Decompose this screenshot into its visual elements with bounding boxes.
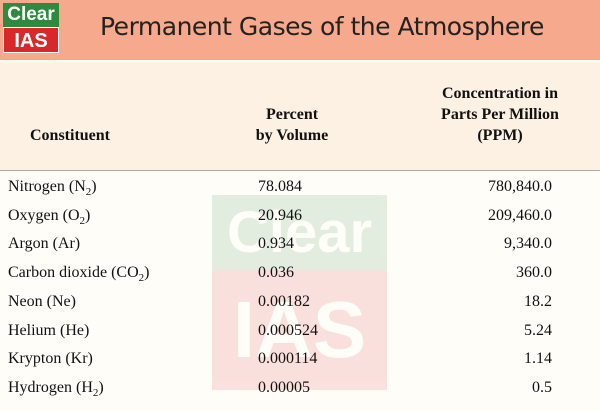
header-line: by Volume	[255, 127, 329, 144]
logo-bottom: IAS	[3, 27, 59, 53]
ppm: 0.5	[532, 378, 552, 396]
constituent: Argon (Ar)	[8, 235, 80, 253]
column-header: Constituent	[0, 125, 170, 146]
watermark-top: Clear	[212, 195, 387, 270]
constituent: Neon (Ne)	[8, 293, 76, 311]
name-text: Oxygen (O	[8, 206, 80, 224]
name-text: Helium (He)	[8, 321, 90, 339]
ppm: 5.24	[524, 321, 552, 339]
subscript: 2	[79, 214, 86, 227]
name-text: )	[85, 206, 91, 224]
name-text: Hydrogen (H	[8, 378, 93, 396]
constituent: Hydrogen (H2)	[8, 379, 104, 399]
name-text: )	[98, 378, 104, 396]
percent: 78.084	[258, 178, 302, 195]
logo-top: Clear	[3, 3, 59, 27]
name-text: Nitrogen (N	[8, 178, 86, 195]
percent: 0.036	[258, 264, 294, 282]
ppm: 360.0	[516, 264, 552, 282]
name-text: Argon (Ar)	[8, 235, 81, 253]
percent: 0.000524	[258, 321, 318, 339]
subscript: 2	[92, 387, 99, 400]
column-header: Concentration in Parts Per Million (PPM)	[400, 83, 600, 146]
header-line: Concentration in	[442, 85, 558, 102]
percent: 0.000114	[258, 350, 318, 368]
constituent: Krypton (Kr)	[8, 350, 93, 368]
percent: 0.00182	[258, 292, 310, 310]
name-text: )	[91, 178, 97, 195]
ppm: 9,340.0	[504, 235, 552, 253]
constituent: Oxygen (O2)	[8, 207, 90, 227]
table-header	[0, 62, 600, 171]
header-line: (PPM)	[477, 127, 523, 144]
header-line: Parts Per Million	[441, 106, 559, 123]
logo: Clear IAS	[3, 3, 59, 55]
subscript: 2	[85, 186, 92, 199]
title: Permanent Gases of the Atmosphere	[100, 12, 544, 41]
name-text: Krypton (Kr)	[8, 350, 93, 368]
ppm: 18.2	[524, 292, 552, 310]
ppm: 209,460.0	[488, 206, 552, 224]
watermark: Clear IAS	[212, 195, 387, 390]
name-text: Neon (Ne)	[8, 292, 76, 310]
constituent: Nitrogen (N2)	[8, 178, 97, 198]
percent: 20.946	[258, 206, 302, 224]
watermark-bottom: IAS	[212, 270, 387, 390]
constituent: Helium (He)	[8, 322, 89, 340]
name-text: Carbon dioxide (CO	[8, 264, 139, 282]
subscript: 2	[138, 272, 145, 285]
percent: 0.00005	[258, 378, 310, 396]
header-line: Percent	[265, 106, 319, 123]
header: Clear IAS Permanent Gases of the Atmosph…	[0, 0, 600, 60]
name-text: )	[144, 264, 150, 282]
ppm: 1.14	[524, 350, 552, 368]
header-line: Constituent	[29, 127, 110, 144]
column-header: Percent by Volume	[192, 104, 392, 146]
percent: 0.934	[258, 235, 294, 253]
ppm: 780,840.0	[488, 178, 552, 195]
constituent: Carbon dioxide (CO2)	[8, 264, 149, 284]
